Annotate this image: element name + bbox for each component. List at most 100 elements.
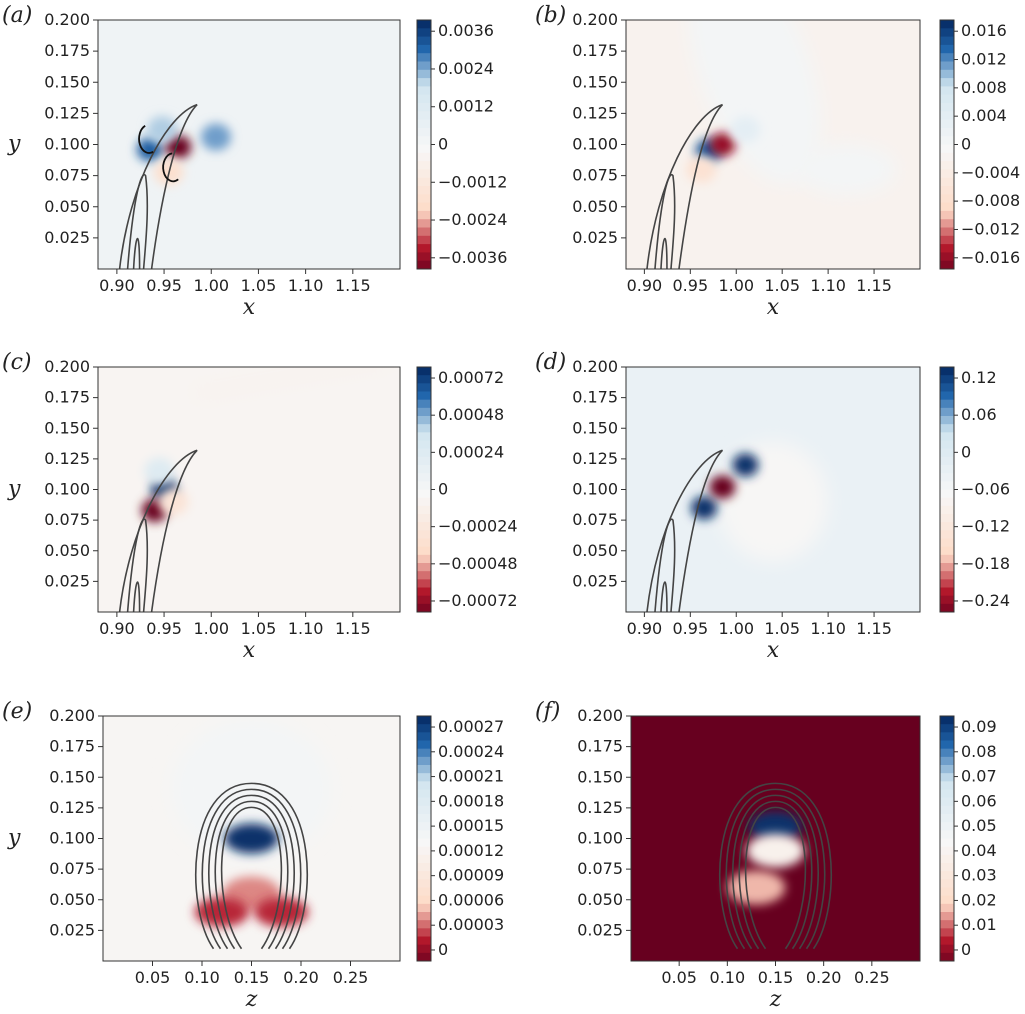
y-tick-label: 0.175 (577, 737, 623, 756)
colorbar-tick-label: 0.00015 (438, 816, 504, 835)
field-feature (200, 123, 231, 151)
colorbar-band (940, 111, 954, 121)
colorbar-tick-label: 0.0024 (438, 59, 494, 78)
colorbar-band (940, 912, 954, 921)
colorbar-band (417, 936, 431, 946)
colorbar-band (417, 440, 431, 450)
x-tick-label: 0.95 (146, 619, 182, 638)
colorbar-band (417, 554, 431, 564)
colorbar-band (940, 399, 954, 409)
colorbar-tick-label: −0.24 (961, 591, 1010, 610)
colorbar-band (417, 36, 431, 46)
x-tick-label: 0.20 (283, 968, 319, 987)
colorbar-band (417, 144, 431, 154)
colorbar-tick-label: 0.09 (961, 717, 997, 736)
colorbar-band (417, 383, 431, 392)
x-tick-label: 0.90 (627, 276, 663, 295)
y-tick-label: 0.200 (49, 706, 95, 725)
colorbar-band (417, 432, 431, 441)
y-tick-label: 0.125 (44, 103, 90, 122)
x-tick-label: 1.15 (856, 276, 892, 295)
colorbar-tick-label: 0.08 (961, 742, 997, 761)
colorbar-band (940, 20, 954, 29)
y-tick-label: 0.200 (572, 357, 618, 376)
x-tick-label: 1.10 (288, 619, 324, 638)
colorbar-band (940, 920, 954, 929)
field-feature (730, 116, 761, 144)
colorbar-band (940, 732, 954, 741)
colorbar-band (940, 846, 954, 856)
panel-label: (b) (535, 3, 566, 28)
y-tick-label: 0.050 (572, 197, 618, 216)
y-tick-label: 0.125 (577, 798, 623, 817)
colorbar-band (417, 235, 431, 245)
x-axis-label: z (769, 987, 782, 1012)
x-tick-label: 1.05 (764, 276, 800, 295)
y-tick-label: 0.050 (577, 890, 623, 909)
field-feature (746, 833, 805, 868)
y-tick-label: 0.150 (44, 72, 90, 91)
x-tick-label: 0.10 (710, 968, 746, 987)
colorbar-band (940, 407, 954, 417)
y-tick-label: 0.100 (577, 829, 623, 848)
colorbar-band (940, 505, 954, 515)
contour-lines (646, 449, 724, 612)
colorbar-band (417, 756, 431, 766)
colorbar-band (417, 895, 431, 905)
contour-lines (646, 103, 724, 269)
colorbar-tick-label: 0.01 (961, 915, 997, 934)
colorbar-tick-label: 0.00024 (438, 742, 504, 761)
colorbar-band (940, 144, 954, 154)
colorbar-band (417, 740, 431, 750)
colorbar-band (940, 53, 954, 62)
colorbar-tick-label: 0.00006 (438, 890, 504, 909)
colorbar-tick-label: 0.00018 (438, 791, 504, 810)
colorbar-band (940, 78, 954, 87)
y-tick-label: 0.125 (572, 449, 618, 468)
x-tick-label: 0.95 (673, 619, 709, 638)
colorbar-band (940, 219, 954, 228)
colorbar-band (417, 846, 431, 856)
y-tick-label: 0.175 (572, 388, 618, 407)
colorbar-band (940, 514, 954, 523)
colorbar-band (940, 103, 954, 112)
colorbar-band (417, 186, 431, 195)
colorbar-band (940, 838, 954, 848)
y-tick-label: 0.100 (49, 829, 95, 848)
colorbar-band (940, 61, 954, 71)
colorbar-band (940, 854, 954, 864)
x-tick-label: 1.05 (241, 276, 277, 295)
colorbar-band (940, 805, 954, 815)
colorbar-band (940, 252, 954, 262)
colorbar-band (940, 773, 954, 782)
colorbar-band (940, 879, 954, 888)
y-axis-label: y (7, 477, 21, 502)
y-tick-label: 0.200 (44, 357, 90, 376)
field-feature (732, 453, 759, 477)
y-tick-label: 0.025 (572, 228, 618, 247)
colorbar-band (940, 244, 954, 253)
colorbar-tick-label: 0.0012 (438, 97, 494, 116)
colorbar-band (940, 936, 954, 946)
colorbar-band (940, 554, 954, 564)
x-tick-label: 1.00 (718, 619, 754, 638)
colorbar-band (940, 119, 954, 129)
colorbar-tick-label: 0.12 (961, 368, 997, 387)
colorbar-band (417, 781, 431, 790)
colorbar-band (940, 186, 954, 195)
x-tick-label: 1.00 (718, 276, 754, 295)
colorbar-band (417, 69, 431, 79)
colorbar-band (940, 903, 954, 913)
y-tick-label: 0.100 (572, 480, 618, 499)
colorbar-tick-label: 0.07 (961, 767, 997, 786)
colorbar-band (940, 473, 954, 482)
colorbar-band (940, 194, 954, 204)
colorbar-band (417, 522, 431, 531)
colorbar-tick-label: 0.00072 (438, 368, 504, 387)
y-tick-label: 0.200 (44, 10, 90, 29)
colorbar-band (417, 61, 431, 71)
colorbar-tick-label: −0.008 (961, 191, 1020, 210)
x-axis-label: x (243, 638, 256, 663)
x-tick-label: 0.20 (806, 968, 842, 987)
